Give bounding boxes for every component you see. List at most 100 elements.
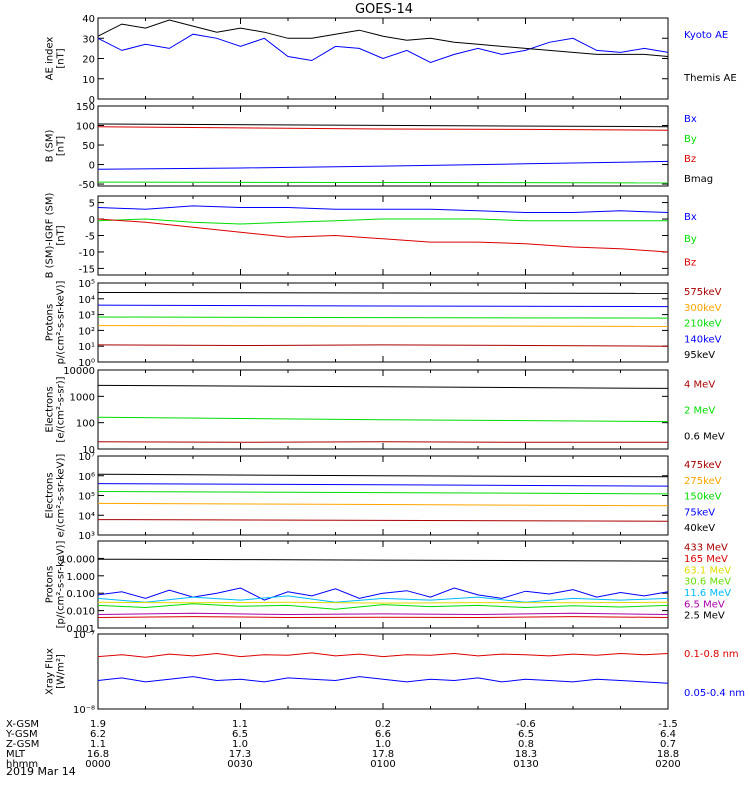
y-tick-label: 10² (78, 326, 95, 337)
legend-entry: 30.6 MeV (684, 577, 731, 588)
ephemeris-value: 6.5 (518, 729, 534, 740)
ephemeris-value: 6.4 (660, 729, 676, 740)
legend-entry: Bx (684, 114, 697, 125)
legend-entry: 11.6 MeV (684, 588, 731, 599)
y-axis-label: Electrons (45, 386, 56, 432)
series-line-75kev (97, 502, 669, 507)
y-axis-label: Protons (45, 304, 56, 341)
plot-frame (97, 633, 669, 710)
legend-entry: 433 MeV (684, 543, 728, 554)
ephemeris-row-label: hhmm (6, 759, 38, 770)
series-line-4-mev (97, 441, 668, 443)
plot-frame (97, 105, 669, 187)
series-line-575kev (97, 292, 669, 294)
series-line-95kev (97, 344, 669, 347)
series-line-0-1-0-8-nm (97, 652, 669, 658)
legend-entry: 2.5 MeV (684, 611, 725, 622)
ephemeris-value: 6.2 (90, 729, 106, 740)
y-tick-label: -10 (79, 248, 95, 259)
ephemeris-row-label: Z-GSM (6, 739, 39, 750)
legend-entry: 140keV (684, 334, 722, 345)
y-tick-label: -5 (85, 232, 95, 243)
ephemeris-value: 0.7 (660, 739, 676, 750)
legend-entry: 0.6 MeV (684, 432, 725, 443)
series-line-140kev (97, 325, 669, 327)
ephemeris-row-label: MLT (6, 749, 26, 760)
series-line-bz (97, 126, 669, 131)
y-axis-label: Electrons (45, 472, 56, 518)
plot-frame (97, 369, 669, 450)
legend-entry: 4 MeV (684, 379, 715, 390)
chart-panel-8: 10⁻⁸ 10⁻⁷ Xray Flux [W/m²] 0.1-0.8 nm 0.05-0.… (45, 630, 746, 716)
series-line-11-6-mev (97, 601, 669, 604)
plot-frame (97, 195, 669, 276)
ephemeris-row-label: Y-GSM (5, 729, 38, 740)
y-tick-label: 0.001 (66, 624, 95, 635)
plot-frame (97, 282, 669, 363)
series-line-kyoto-ae (97, 33, 669, 64)
ephemeris-value: 17.3 (229, 749, 251, 760)
legend-entry: 0.1-0.8 nm (684, 649, 739, 660)
y-tick-label: 10⁵ (78, 492, 95, 503)
series-line-6-5-mev (97, 612, 669, 616)
legend-entry: 210keV (684, 319, 722, 330)
y-tick-label: 100 (76, 419, 95, 430)
ephemeris-value: 0.8 (518, 739, 534, 750)
y-tick-label: -50 (79, 180, 95, 191)
y-axis-label: [nT] (56, 225, 67, 245)
y-tick-label: 10⁵ (78, 279, 95, 290)
ephemeris-value: 1.0 (232, 739, 248, 750)
y-tick-label: 150 (76, 102, 95, 113)
ephemeris-value: 0100 (370, 759, 395, 770)
legend-entry: 63.1 MeV (684, 565, 731, 576)
chart-panel-3: -15 -10 -5 0 5 B (SM)-IGRF (SM) [nT] Bx By Bz (45, 193, 697, 279)
y-tick-label: 0 (89, 215, 95, 226)
y-tick-label: 10⁰ (78, 358, 95, 369)
series-line-210kev (97, 316, 669, 319)
chart-panel-1: 0 10 20 30 40 AE index [nT] Kyoto AE Themis AE (45, 14, 737, 106)
legend-entry: Kyoto AE (684, 30, 728, 41)
legend-entry: Bmag (684, 174, 713, 185)
ephemeris-value: 1.9 (90, 719, 106, 730)
y-axis-label: B (SM)-IGRF (SM) (45, 193, 56, 279)
y-tick-label: 10⁴ (78, 295, 95, 306)
legend-entry: 6.5 MeV (684, 599, 725, 610)
ephemeris-value: 1.1 (90, 739, 106, 750)
y-tick-label: -15 (79, 264, 95, 275)
y-tick-label: 0 (89, 161, 95, 172)
legend-entry: Bx (684, 212, 697, 223)
ephemeris-value: 1.0 (375, 739, 391, 750)
ephemeris-value: 0000 (85, 759, 110, 770)
ephemeris-value: 18.3 (515, 749, 537, 760)
series-line-30-6-mev (97, 603, 669, 610)
y-axis-label: [e/(cm²-s-sr)] (56, 376, 67, 442)
ephemeris-value: -0.6 (516, 719, 536, 730)
legend-entry: By (684, 134, 697, 145)
series-line-by (97, 218, 668, 225)
y-axis-label: [nT] (56, 136, 67, 156)
y-tick-label: 40 (82, 14, 95, 25)
y-tick-label: 50 (82, 141, 95, 152)
series-line-by (97, 181, 669, 184)
series-line-bz (97, 218, 669, 253)
y-tick-label: 10⁷ (78, 452, 95, 463)
series-line-2-mev (97, 416, 669, 423)
chart-panel-5: 10 100 1000 10000 Electrons [e/(cm²-s-sr)] 4 M… (45, 366, 725, 456)
y-axis-label: [p/(cm²-s-sr-keV)] (56, 541, 67, 629)
y-tick-label: 20 (82, 55, 95, 66)
y-tick-label: 10000 (63, 366, 95, 377)
series-line-150kev (97, 491, 669, 495)
ephemeris-value: 0030 (227, 759, 252, 770)
ephemeris-row-label: X-GSM (6, 719, 39, 730)
series-line-themis-ae (97, 19, 669, 57)
plot-frame (97, 540, 669, 629)
series-line-2-5-mev (97, 616, 669, 619)
ephemeris-value: 6.5 (232, 729, 248, 740)
y-axis-label: [W/m²] (56, 654, 67, 689)
legend-entry: 150keV (684, 492, 722, 503)
plot-frame (97, 455, 669, 536)
y-tick-label: 10.000 (60, 554, 95, 565)
chart-panel-6: 10³ 10⁴ 10⁵ 10⁶ 10⁷ Electrons e/(cm²-s-sr-keV)… (45, 452, 722, 542)
figure-title: GOES-14 (355, 2, 413, 17)
